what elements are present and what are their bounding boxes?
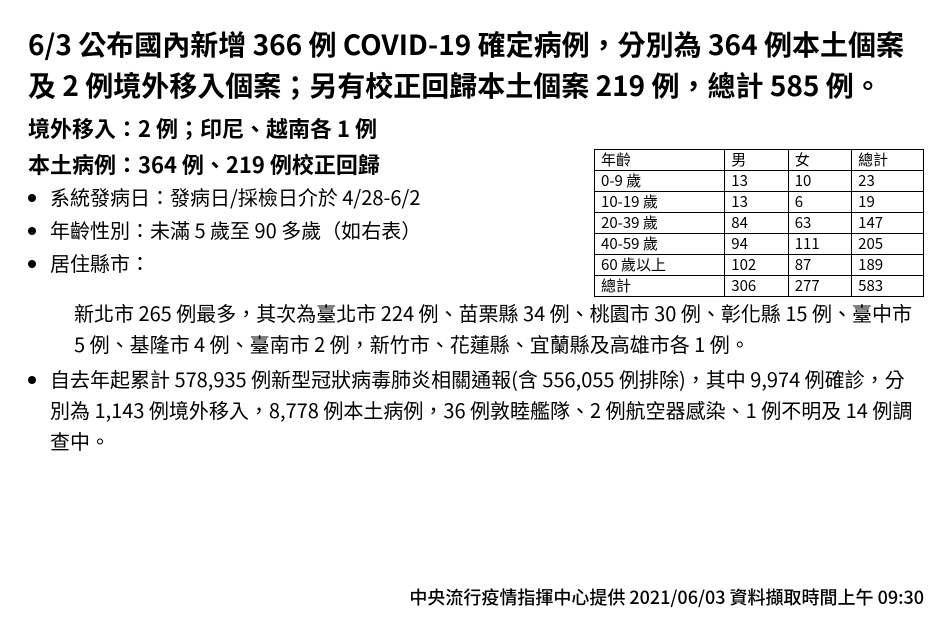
table-row: 0-9 歲 13 10 23 [595, 171, 924, 192]
bullet-list: 系統發病日：發病日/採檢日介於 4/28-6/2 年齡性別：未滿 5 歲至 90… [28, 181, 580, 278]
bullet-age-sex: 年齡性別：未滿 5 歲至 90 多歲（如右表） [50, 214, 580, 245]
table-row: 10-19 歲 13 6 19 [595, 192, 924, 213]
cell: 23 [852, 171, 924, 192]
cell: 111 [788, 234, 851, 255]
bullet-onset: 系統發病日：發病日/採檢日介於 4/28-6/2 [50, 181, 580, 212]
cell: 總計 [595, 276, 725, 297]
col-male: 男 [725, 150, 788, 171]
city-detail: 新北市 265 例最多，其次為臺北市 224 例、苗栗縣 34 例、桃園市 30… [74, 297, 924, 359]
cell: 6 [788, 192, 851, 213]
content-row: 本土病例：364 例、219 例校正回歸 系統發病日：發病日/採檢日介於 4/2… [28, 147, 924, 297]
cell: 94 [725, 234, 788, 255]
cell: 13 [725, 192, 788, 213]
cell: 583 [852, 276, 924, 297]
cell: 0-9 歲 [595, 171, 725, 192]
cell: 84 [725, 213, 788, 234]
table-header-row: 年齡 男 女 總計 [595, 150, 924, 171]
imported-summary: 境外移入：2 例；印尼、越南各 1 例 [28, 111, 924, 145]
cell: 306 [725, 276, 788, 297]
col-total: 總計 [852, 150, 924, 171]
cell: 147 [852, 213, 924, 234]
bullet-city-label: 居住縣市： [50, 247, 580, 278]
table-row: 60 歲以上 102 87 189 [595, 255, 924, 276]
cell: 102 [725, 255, 788, 276]
cell: 63 [788, 213, 851, 234]
table-row-total: 總計 306 277 583 [595, 276, 924, 297]
col-age: 年齡 [595, 150, 725, 171]
age-table: 年齡 男 女 總計 0-9 歲 13 10 23 10-19 歲 13 6 19… [594, 149, 924, 297]
cell: 20-39 歲 [595, 213, 725, 234]
table-row: 40-59 歲 94 111 205 [595, 234, 924, 255]
cell: 13 [725, 171, 788, 192]
cumulative-block: 自去年起累計 578,935 例新型冠狀病毒肺炎相關通報(含 556,055 例… [28, 363, 924, 456]
cell: 10 [788, 171, 851, 192]
cell: 40-59 歲 [595, 234, 725, 255]
cell: 87 [788, 255, 851, 276]
headline: 6/3 公布國內新增 366 例 COVID-19 確定病例，分別為 364 例… [28, 24, 924, 105]
cell: 60 歲以上 [595, 255, 725, 276]
cell: 19 [852, 192, 924, 213]
cell: 277 [788, 276, 851, 297]
footer-source: 中央流行疫情指揮中心提供 2021/06/03 資料擷取時間上午 09:30 [409, 584, 924, 610]
col-female: 女 [788, 150, 851, 171]
table-row: 20-39 歲 84 63 147 [595, 213, 924, 234]
cell: 205 [852, 234, 924, 255]
bullet-cumulative: 自去年起累計 578,935 例新型冠狀病毒肺炎相關通報(含 556,055 例… [50, 363, 924, 456]
cell: 10-19 歲 [595, 192, 725, 213]
cell: 189 [852, 255, 924, 276]
local-summary: 本土病例：364 例、219 例校正回歸 [28, 147, 580, 181]
